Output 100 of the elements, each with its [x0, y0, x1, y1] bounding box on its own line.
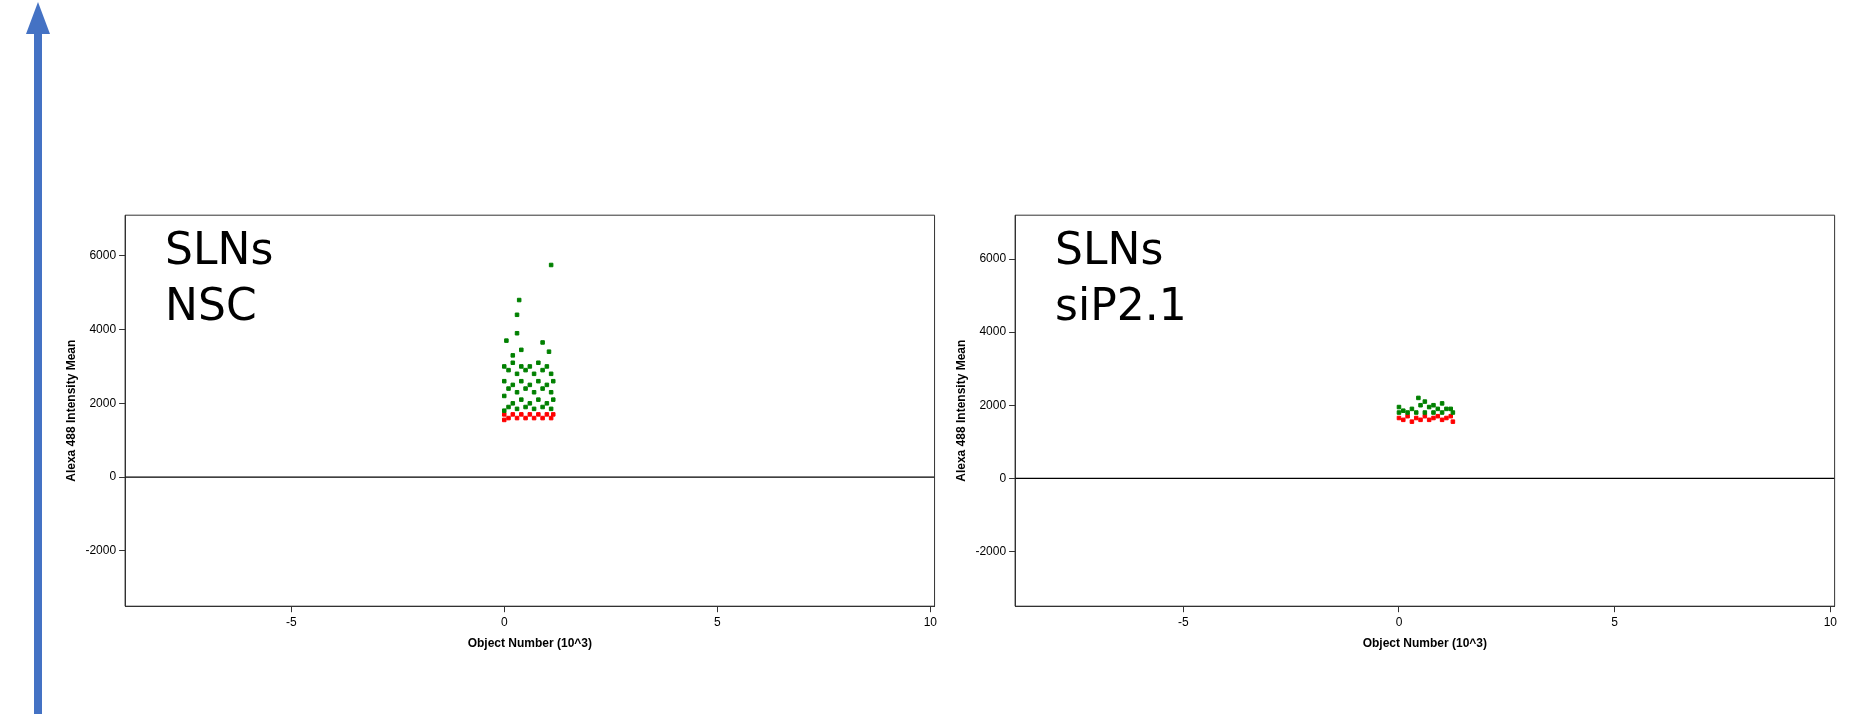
point [1450, 410, 1456, 415]
point [523, 415, 528, 421]
x-tick-label: 0 [500, 614, 508, 629]
point [502, 393, 507, 399]
x-axis-title: Object Number (10^3) [1362, 636, 1488, 651]
point [1439, 401, 1445, 406]
y-tick-label: 6000 [979, 251, 1007, 266]
point [531, 406, 537, 412]
point [506, 404, 511, 410]
x-tick-label: 5 [1611, 614, 1619, 629]
x-tick-label: 0 [1395, 614, 1403, 629]
point [1401, 417, 1406, 423]
y-axis-title: Alexa 488 Intensity Mean [953, 339, 968, 482]
y-tick-label: 0 [999, 470, 1007, 485]
point [540, 386, 545, 391]
point [1448, 413, 1453, 419]
point [523, 404, 528, 410]
x-axis-title: Object Number (10^3) [467, 636, 593, 651]
annotation: SLNs [165, 222, 274, 274]
point [550, 412, 556, 417]
point [514, 389, 520, 395]
point [1413, 410, 1419, 415]
point [544, 401, 550, 406]
point [1448, 406, 1453, 412]
point [1396, 410, 1402, 415]
point [1418, 402, 1423, 408]
x-tick-label: 5 [713, 614, 721, 629]
point [1431, 402, 1436, 408]
point [516, 297, 522, 303]
point [1435, 406, 1441, 412]
y-tick-label: -2000 [975, 543, 1007, 558]
point [1439, 417, 1445, 423]
point [550, 378, 556, 384]
point [510, 353, 516, 358]
y-tick-label: 4000 [979, 324, 1007, 339]
point [540, 340, 545, 345]
point [506, 386, 511, 391]
point [1426, 417, 1432, 423]
point [523, 386, 528, 391]
point [531, 371, 537, 377]
y-tick-label: 2000 [89, 395, 117, 410]
point [544, 412, 550, 417]
point [514, 312, 520, 318]
point [1405, 410, 1410, 415]
point [544, 364, 550, 369]
point [527, 382, 533, 388]
point [540, 415, 545, 421]
annotation: SLNs [1055, 222, 1164, 274]
y-axis-title: Alexa 488 Intensity Mean [63, 339, 78, 482]
y-tick-label: 4000 [89, 321, 117, 336]
point [1439, 410, 1445, 415]
point [502, 412, 507, 417]
point [548, 389, 554, 395]
point [519, 364, 524, 369]
annotation: NSC [165, 278, 257, 330]
point [502, 408, 507, 413]
point [548, 371, 554, 377]
point [550, 397, 556, 402]
point [506, 367, 511, 373]
y-tick-label: 6000 [89, 248, 117, 263]
y-tick-label: -2000 [85, 543, 117, 558]
point [519, 397, 524, 402]
point [514, 406, 520, 412]
point [504, 338, 509, 343]
point [510, 412, 516, 417]
point [1450, 419, 1456, 424]
point [531, 415, 537, 421]
point [510, 360, 516, 366]
point [531, 389, 537, 395]
point [527, 401, 533, 406]
point [527, 412, 533, 417]
point [519, 412, 524, 417]
point [506, 415, 511, 421]
point [536, 397, 541, 402]
point [546, 349, 552, 354]
point [544, 382, 550, 388]
point [1444, 406, 1449, 412]
point [510, 382, 516, 388]
point [1401, 408, 1406, 413]
point [1422, 410, 1428, 415]
point [536, 360, 541, 366]
point [519, 347, 524, 353]
point [510, 401, 516, 406]
point [1409, 406, 1415, 412]
point [1422, 399, 1428, 404]
x-tick-label: -5 [1177, 614, 1189, 629]
y-tick-label: 0 [109, 469, 117, 484]
point [548, 406, 554, 412]
x-tick-label: -5 [285, 614, 297, 629]
point [1405, 413, 1410, 419]
point [519, 378, 524, 384]
point [514, 371, 520, 377]
y-tick-label: 2000 [979, 397, 1007, 412]
point [1435, 413, 1441, 419]
point [1431, 410, 1436, 415]
x-tick-label: 10 [1823, 614, 1838, 629]
point [1416, 395, 1421, 401]
point [1409, 419, 1415, 424]
point [502, 378, 507, 384]
point [527, 364, 533, 369]
